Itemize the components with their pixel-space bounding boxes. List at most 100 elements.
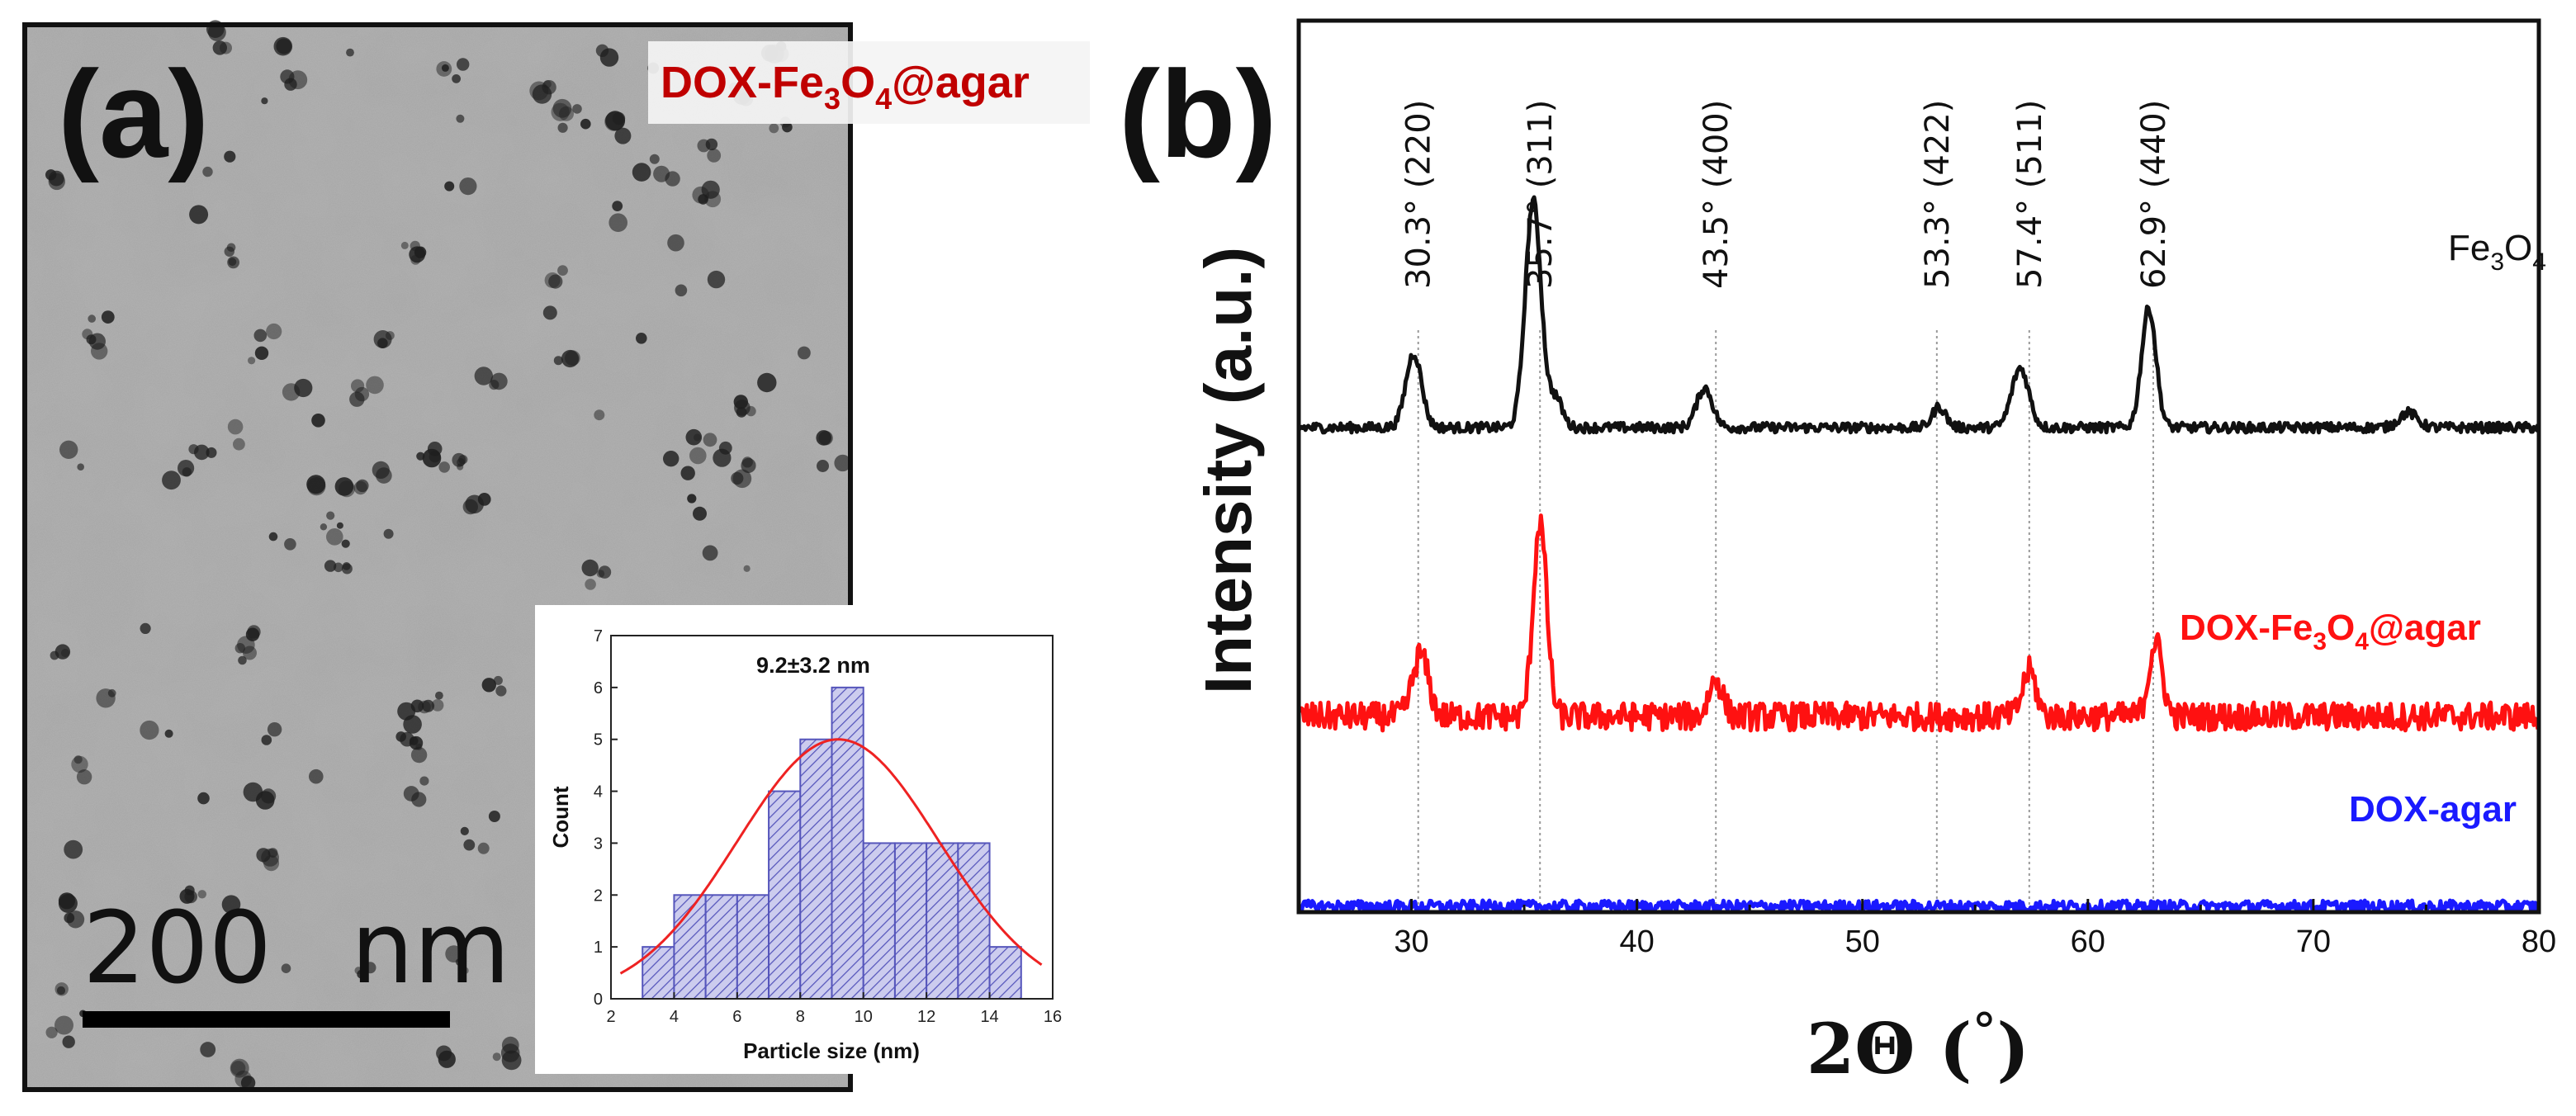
nanoparticle <box>366 376 384 395</box>
nanoparticle <box>580 118 591 130</box>
nanoparticle <box>182 467 192 477</box>
nanoparticle <box>474 366 493 385</box>
nanoparticle <box>462 967 469 974</box>
nanoparticle <box>261 735 272 745</box>
nanoparticle <box>342 562 351 570</box>
nanoparticle <box>349 391 365 407</box>
nanoparticle <box>410 240 420 252</box>
nanoparticle <box>463 839 476 851</box>
nanoparticle <box>834 454 851 472</box>
histogram-bar <box>957 842 991 1000</box>
series-label-dox-agar: DOX-agar <box>2349 789 2517 830</box>
nanoparticle <box>224 150 236 163</box>
nanoparticle <box>397 702 416 721</box>
nanoparticle <box>707 149 722 163</box>
nanoparticle <box>500 1043 520 1062</box>
nanoparticle <box>732 469 752 489</box>
nanoparticle <box>184 885 195 896</box>
inset-x-tick-label: 10 <box>855 1008 873 1026</box>
nanoparticle <box>632 163 651 182</box>
xrd-series-line-1 <box>1297 513 2540 733</box>
inset-y-tick-label: 7 <box>594 627 603 645</box>
nanoparticle <box>208 23 226 41</box>
nanoparticle <box>445 945 463 962</box>
histogram-bar <box>704 894 738 1000</box>
nanoparticle <box>400 241 409 249</box>
nanoparticle <box>54 644 71 660</box>
nanoparticle <box>221 895 241 914</box>
nanoparticle <box>410 699 424 713</box>
panel-a-label: (a) <box>58 45 209 183</box>
nanoparticle <box>311 414 325 428</box>
nanoparticle <box>58 894 78 913</box>
nanoparticle <box>675 284 688 297</box>
nanoparticle <box>680 466 695 480</box>
inset-y-tick-label: 2 <box>594 887 603 905</box>
nanoparticle <box>254 346 269 360</box>
nanoparticle <box>427 442 443 456</box>
inset-x-axis-label: Particle size (nm) <box>743 1038 920 1063</box>
nanoparticle <box>612 111 626 125</box>
nanoparticle <box>817 460 829 472</box>
nanoparticle <box>334 477 354 496</box>
nanoparticle <box>294 378 313 398</box>
nanoparticle <box>357 969 366 979</box>
inset-y-tick-label: 1 <box>594 939 603 957</box>
nanoparticle <box>410 736 419 745</box>
xrd-y-axis-label: Intensity (a.u.) <box>1191 247 1265 694</box>
nanoparticle <box>364 962 376 974</box>
nanoparticle <box>462 499 478 515</box>
nanoparticle <box>459 177 477 196</box>
histogram-bar <box>799 738 833 1000</box>
xrd-x-tick-label: 80 <box>2522 924 2556 959</box>
xrd-x-tick-label: 30 <box>1394 924 1428 959</box>
nanoparticle <box>346 48 354 57</box>
nanoparticle <box>206 447 217 458</box>
reference-line-label: 53.3° (422) <box>1919 100 1957 289</box>
nanoparticle <box>200 1042 216 1057</box>
nanoparticle <box>489 380 500 390</box>
nanoparticle <box>718 441 732 455</box>
nanoparticle <box>702 545 718 561</box>
nanoparticle <box>45 1026 58 1038</box>
nanoparticle <box>101 310 115 324</box>
nanoparticle <box>557 265 568 276</box>
series-label-fe3o4: Fe3O4 <box>2448 228 2546 276</box>
inset-x-tick-label: 8 <box>796 1008 805 1026</box>
nanoparticle <box>140 622 151 635</box>
panel-b: (b) 30.3° (220) 35.7° (311) 43.5° (400) 53.… <box>1119 18 2556 1090</box>
histogram-bar <box>831 686 864 1000</box>
nanoparticle <box>689 447 707 465</box>
nanoparticle <box>707 270 726 289</box>
nanoparticle <box>495 685 507 697</box>
nanoparticle <box>685 428 703 446</box>
inset-x-tick-label: 2 <box>606 1008 615 1026</box>
nanoparticle <box>326 511 335 520</box>
nanoparticle <box>227 418 244 435</box>
nanoparticle <box>665 171 680 187</box>
inset-y-tick-label: 5 <box>594 731 603 750</box>
nanoparticle <box>704 191 722 208</box>
inset-y-tick-label: 4 <box>594 783 603 802</box>
scalebar-unit: nm <box>351 891 510 1006</box>
inset-title: 9.2±3.2 nm <box>756 653 870 678</box>
inset-x-tick-label: 4 <box>670 1008 679 1026</box>
nanoparticle <box>492 1052 501 1062</box>
nanoparticle <box>395 731 407 742</box>
nanoparticle <box>697 139 711 153</box>
panel-b-label: (b) <box>1119 45 1277 183</box>
nanoparticle <box>307 477 326 496</box>
nanoparticle <box>341 539 350 548</box>
nanoparticle <box>267 722 282 737</box>
nanoparticle <box>743 565 751 572</box>
nanoparticle <box>56 986 66 995</box>
sample-label: DOX-Fe3O4@agar <box>661 58 1030 116</box>
nanoparticle <box>48 173 65 191</box>
histogram-bar <box>736 894 770 1000</box>
nanoparticle <box>324 560 337 572</box>
nanoparticle <box>164 729 173 738</box>
nanoparticle <box>71 755 88 773</box>
nanoparticle <box>542 80 556 95</box>
series-label-dox-fe3o4-agar: DOX-Fe3O4@agar <box>2180 608 2481 655</box>
